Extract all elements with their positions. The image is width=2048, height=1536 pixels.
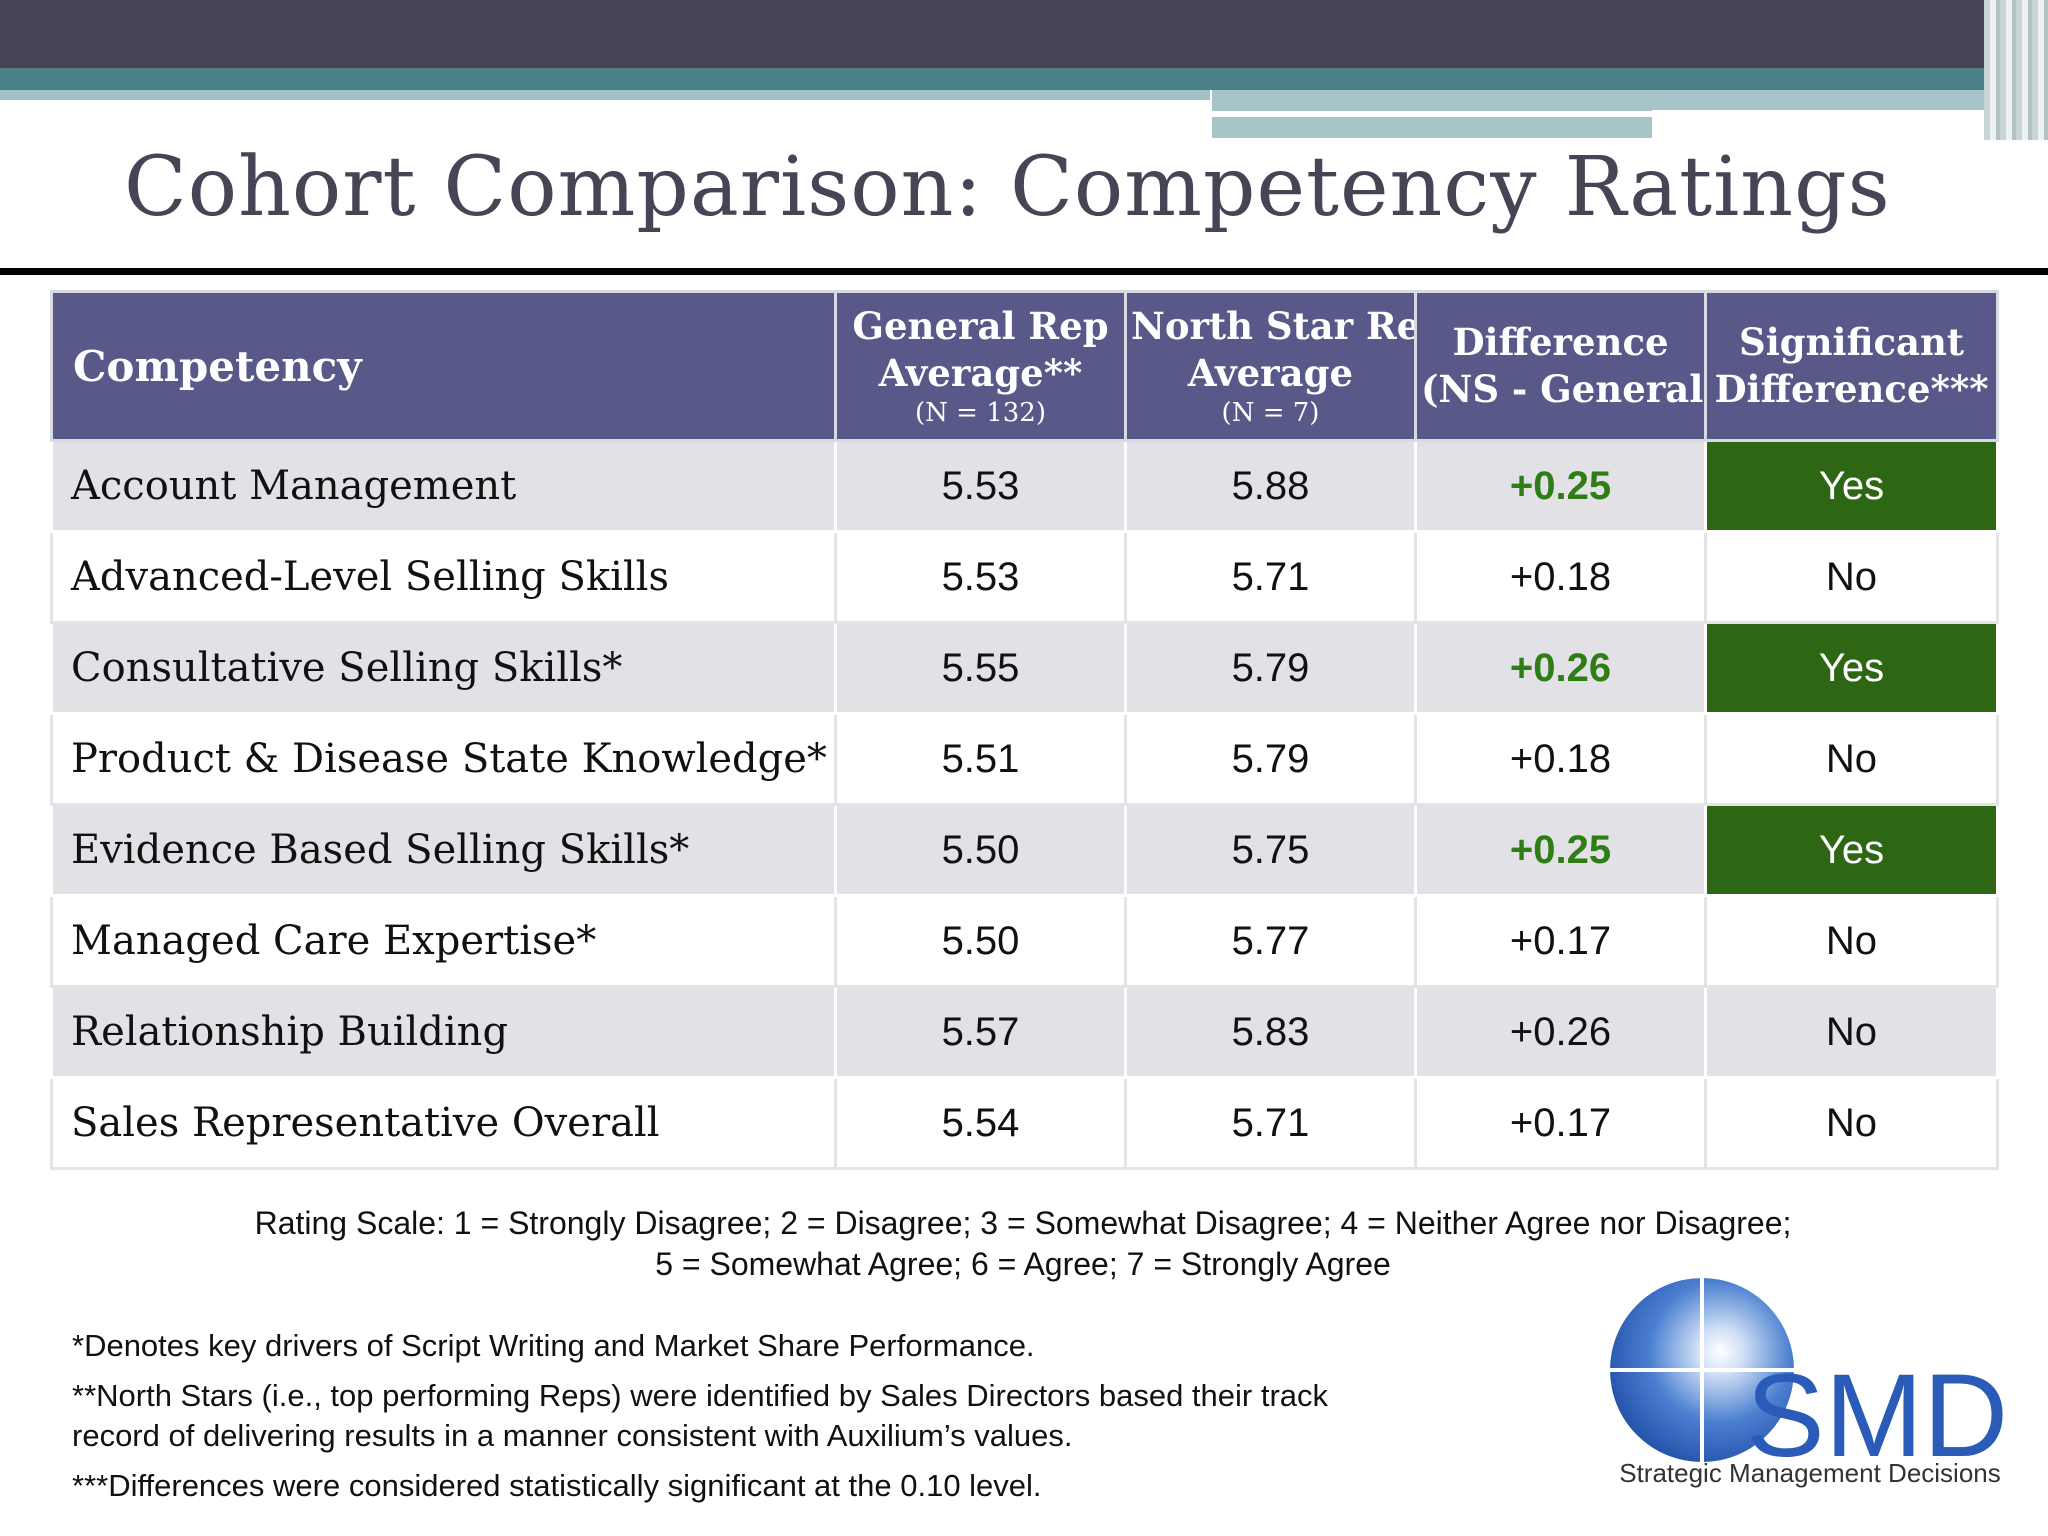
cell-significant: Yes (1704, 439, 1999, 533)
cell-difference: +0.26 (1414, 621, 1707, 715)
cell-north-star-average: 5.77 (1124, 894, 1417, 988)
cell-difference: +0.17 (1414, 1076, 1707, 1170)
cell-difference: +0.17 (1414, 894, 1707, 988)
cell-general-average: 5.53 (834, 530, 1127, 624)
cell-north-star-average: 5.83 (1124, 985, 1417, 1079)
cell-competency: Sales Representative Overall (50, 1076, 837, 1170)
header-general-rep: General Rep Average** (N = 132) (834, 290, 1127, 442)
table-row: Advanced-Level Selling Skills 5.53 5.71 +0.… (50, 530, 1999, 624)
cell-competency: Advanced-Level Selling Skills (50, 530, 837, 624)
cell-north-star-average: 5.88 (1124, 439, 1417, 533)
cell-general-average: 5.54 (834, 1076, 1127, 1170)
table-row: Consultative Selling Skills* 5.55 5.79 +0.2… (50, 621, 1999, 715)
banner-white-line (1212, 111, 1896, 117)
cell-difference: +0.26 (1414, 985, 1707, 1079)
cell-difference: +0.25 (1414, 439, 1707, 533)
cell-general-average: 5.51 (834, 712, 1127, 806)
cell-competency: Consultative Selling Skills* (50, 621, 837, 715)
table-row: Sales Representative Overall 5.54 5.71 +0.1… (50, 1076, 1999, 1170)
cell-competency: Evidence Based Selling Skills* (50, 803, 837, 897)
table-row: Managed Care Expertise* 5.50 5.77 +0.17 No (50, 894, 1999, 988)
table-row: Relationship Building 5.57 5.83 +0.26 No (50, 985, 1999, 1079)
rating-scale: Rating Scale: 1 = Strongly Disagree; 2 =… (50, 1203, 1996, 1285)
cell-general-average: 5.57 (834, 985, 1127, 1079)
cell-significant: No (1704, 530, 1999, 624)
slide-title: Cohort Comparison: Competency Ratings (124, 140, 1891, 235)
banner-teal-stripe (0, 68, 2048, 90)
header-significant-difference: Significant Difference*** (1704, 290, 1999, 442)
cell-general-average: 5.53 (834, 439, 1127, 533)
cell-general-average: 5.50 (834, 894, 1127, 988)
cell-competency: Relationship Building (50, 985, 837, 1079)
cell-competency: Account Management (50, 439, 837, 533)
title-divider (0, 268, 2048, 275)
cell-north-star-average: 5.75 (1124, 803, 1417, 897)
footnote-key-drivers: *Denotes key drivers of Script Writing a… (72, 1328, 1035, 1363)
cell-general-average: 5.50 (834, 803, 1127, 897)
globe-icon (1610, 1278, 1794, 1462)
banner-light-stripe (0, 90, 1210, 100)
cell-significant: No (1704, 712, 1999, 806)
footnote-north-stars: **North Stars (i.e., top performing Reps… (72, 1378, 1329, 1453)
table-row: Product & Disease State Knowledge* 5.51 5.… (50, 712, 1999, 806)
logo-company-name: Strategic Management Decisions (1619, 1458, 2001, 1488)
cell-competency: Managed Care Expertise* (50, 894, 837, 988)
banner-edge-stripes (1984, 0, 2048, 140)
cell-competency: Product & Disease State Knowledge* (50, 712, 837, 806)
cell-difference: +0.18 (1414, 530, 1707, 624)
cell-general-average: 5.55 (834, 621, 1127, 715)
footnotes: *Denotes key drivers of Script Writing a… (72, 1326, 1402, 1516)
cell-significant: No (1704, 894, 1999, 988)
footnote-significance: ***Differences were considered statistic… (72, 1468, 1042, 1503)
rating-scale-line-1: Rating Scale: 1 = Strongly Disagree; 2 =… (254, 1205, 1792, 1241)
logo-mark: SMD (1746, 1350, 2008, 1482)
header-difference: Difference (NS - General) (1414, 290, 1707, 442)
cell-significant: No (1704, 985, 1999, 1079)
smd-logo: SMD (1610, 1278, 2008, 1482)
cell-difference: +0.25 (1414, 803, 1707, 897)
table-row: Evidence Based Selling Skills* 5.50 5.75 +0… (50, 803, 1999, 897)
banner-dark-stripe (0, 0, 2048, 68)
header-competency: Competency (50, 290, 837, 442)
cell-difference: +0.18 (1414, 712, 1707, 806)
cell-significant: Yes (1704, 803, 1999, 897)
header-north-star-rep: North Star Rep Average (N = 7) (1124, 290, 1417, 442)
table-row: Account Management 5.53 5.88 +0.25 Yes (50, 439, 1999, 533)
competency-table: Competency General Rep Average** (N = 13… (50, 290, 1999, 1170)
rating-scale-line-2: 5 = Somewhat Agree; 6 = Agree; 7 = Stron… (655, 1246, 1391, 1282)
cell-north-star-average: 5.71 (1124, 1076, 1417, 1170)
banner-right-block (1212, 90, 2048, 110)
cell-north-star-average: 5.79 (1124, 621, 1417, 715)
cell-significant: No (1704, 1076, 1999, 1170)
cell-significant: Yes (1704, 621, 1999, 715)
table-header-row: Competency General Rep Average** (N = 13… (50, 290, 1999, 442)
cell-north-star-average: 5.71 (1124, 530, 1417, 624)
cell-north-star-average: 5.79 (1124, 712, 1417, 806)
